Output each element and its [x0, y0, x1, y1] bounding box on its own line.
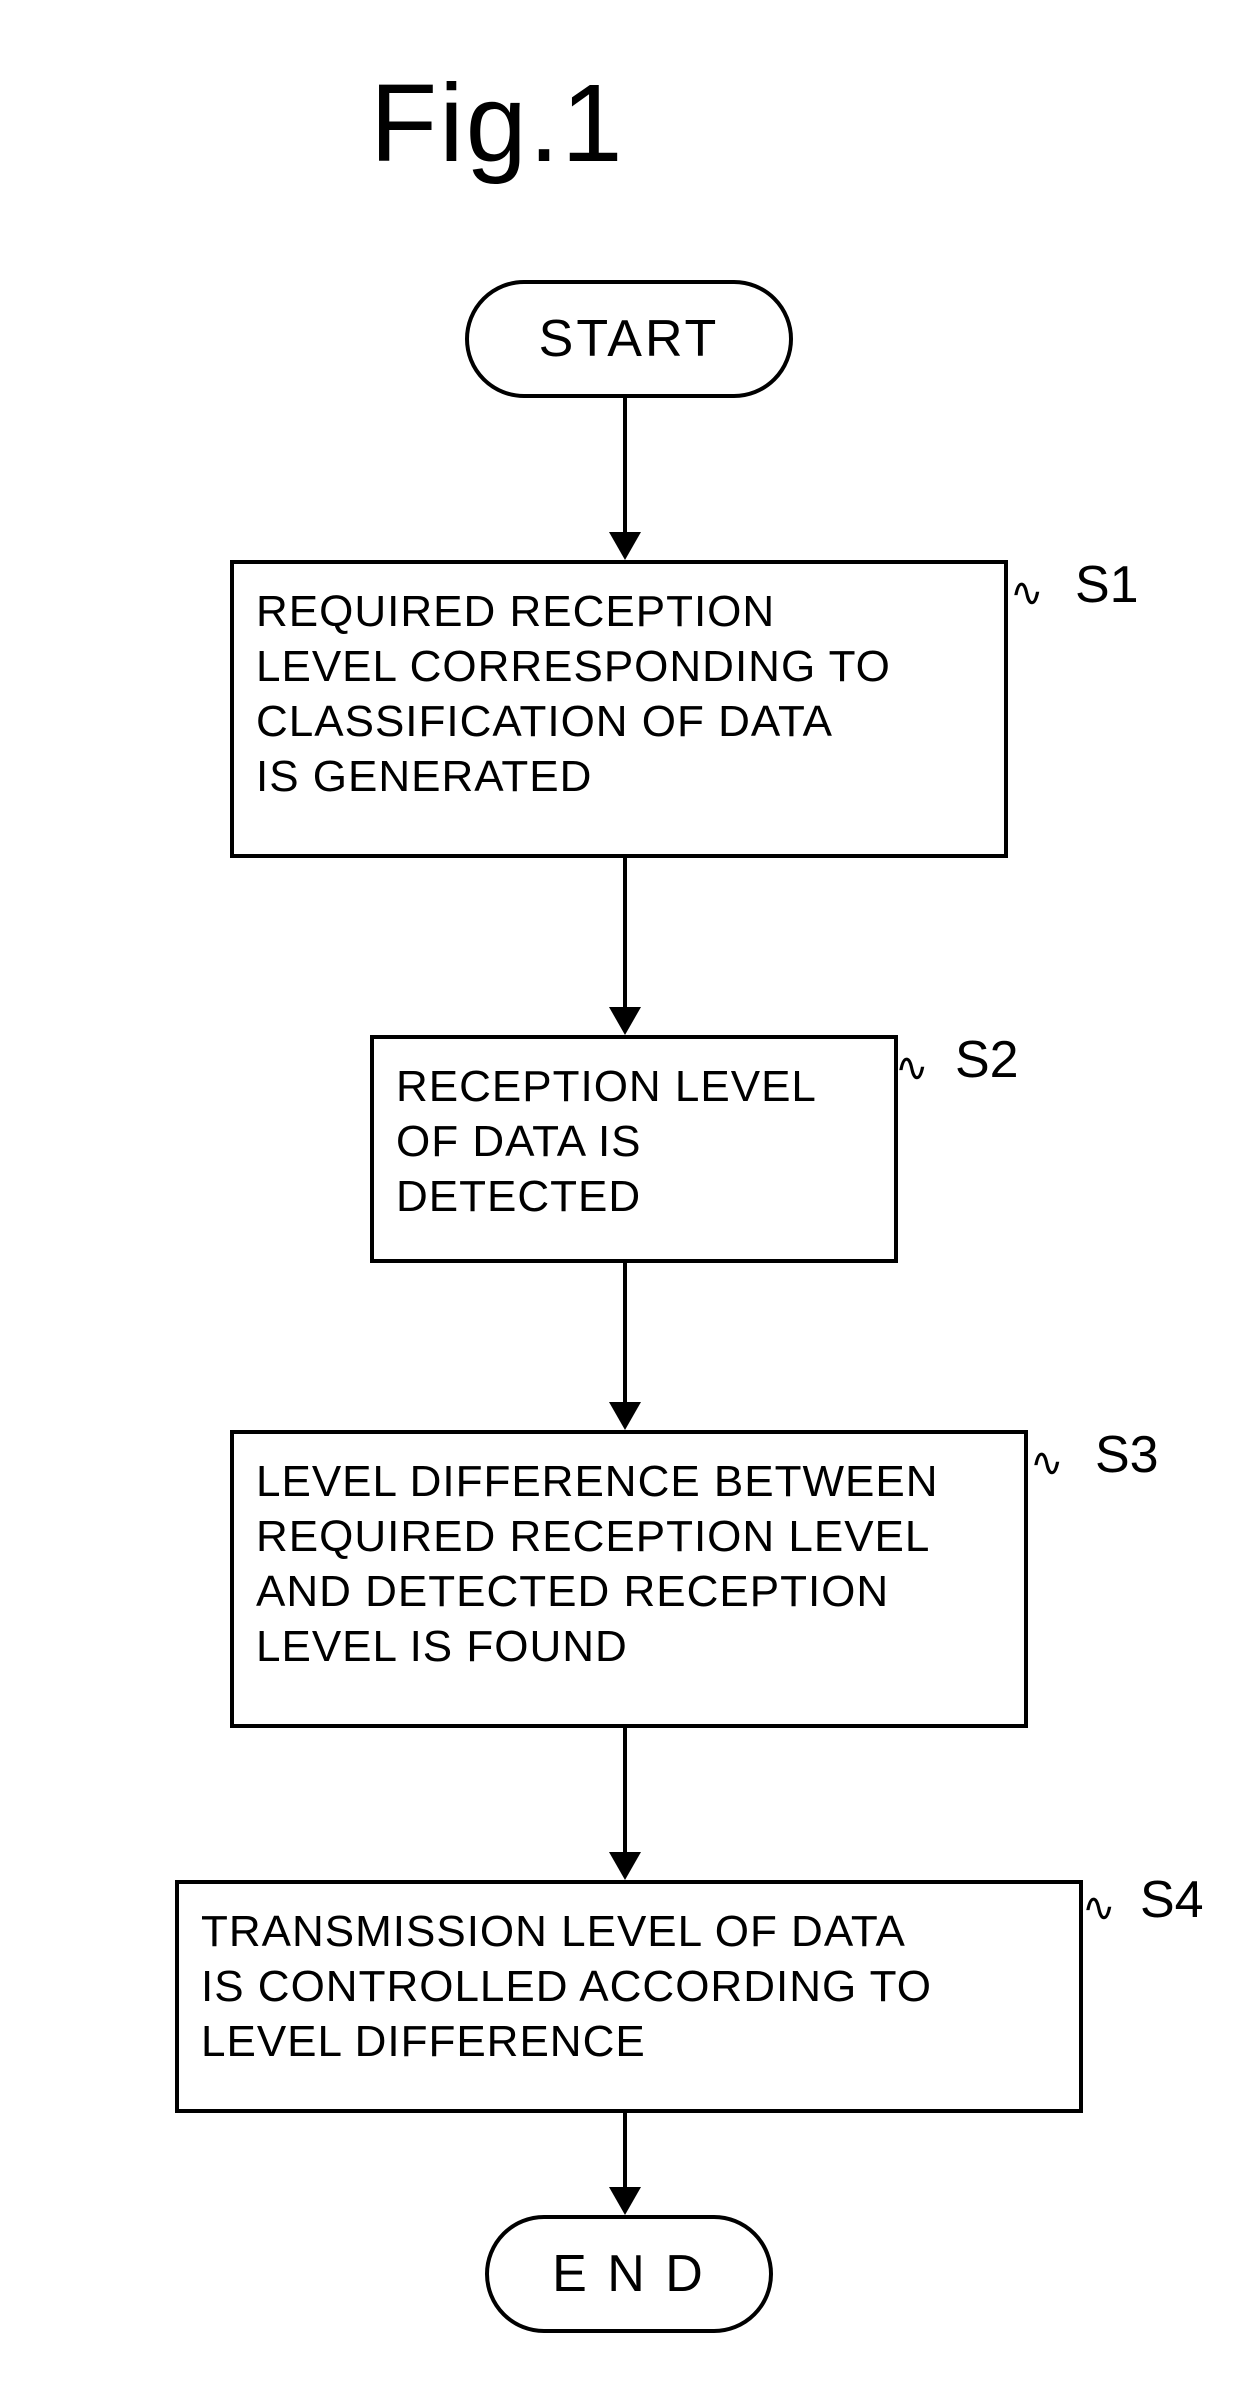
process-s4: TRANSMISSION LEVEL OF DATA IS CONTROLLED…	[175, 1880, 1083, 2113]
label-tick-s2: ∿	[895, 1045, 929, 1091]
label-tick-s3: ∿	[1030, 1440, 1064, 1486]
process-s4-line2: IS CONTROLLED ACCORDING TO	[201, 1962, 932, 2011]
label-tick-s4: ∿	[1082, 1885, 1116, 1931]
start-terminator: START	[465, 280, 793, 398]
step-label-s3: S3	[1095, 1425, 1159, 1485]
arrow-line	[623, 394, 627, 532]
process-s1-line4: IS GENERATED	[256, 752, 592, 801]
process-s3: LEVEL DIFFERENCE BETWEEN REQUIRED RECEPT…	[230, 1430, 1028, 1728]
step-label-s4: S4	[1140, 1870, 1204, 1930]
end-terminator: E N D	[485, 2215, 773, 2333]
process-s1-line2: LEVEL CORRESPONDING TO	[256, 642, 891, 691]
process-s3-line3: AND DETECTED RECEPTION	[256, 1567, 889, 1616]
step-label-s1: S1	[1075, 555, 1139, 615]
figure-title: Fig.1	[370, 60, 625, 187]
arrow-head	[609, 1007, 641, 1035]
flowchart-canvas: Fig.1 START REQUIRED RECEPTION LEVEL COR…	[0, 0, 1250, 2400]
arrow-line	[623, 1724, 627, 1852]
arrow-line	[623, 854, 627, 1007]
process-s3-line4: LEVEL IS FOUND	[256, 1622, 628, 1671]
start-label: START	[539, 309, 720, 369]
arrow-head	[609, 1402, 641, 1430]
process-s2: RECEPTION LEVEL OF DATA IS DETECTED	[370, 1035, 898, 1263]
process-s2-line1: RECEPTION LEVEL	[396, 1062, 817, 1111]
arrow-head	[609, 532, 641, 560]
arrow-line	[623, 1259, 627, 1402]
process-s1: REQUIRED RECEPTION LEVEL CORRESPONDING T…	[230, 560, 1008, 858]
process-s1-line3: CLASSIFICATION OF DATA	[256, 697, 833, 746]
process-s2-line2: OF DATA IS	[396, 1117, 642, 1166]
process-s4-line3: LEVEL DIFFERENCE	[201, 2017, 646, 2066]
end-label: E N D	[552, 2244, 706, 2304]
arrow-line	[623, 2109, 627, 2187]
process-s2-line3: DETECTED	[396, 1172, 641, 1221]
arrow-head	[609, 1852, 641, 1880]
process-s3-line2: REQUIRED RECEPTION LEVEL	[256, 1512, 930, 1561]
process-s1-line1: REQUIRED RECEPTION	[256, 587, 775, 636]
label-tick-s1: ∿	[1010, 570, 1044, 616]
arrow-head	[609, 2187, 641, 2215]
step-label-s2: S2	[955, 1030, 1019, 1090]
process-s3-line1: LEVEL DIFFERENCE BETWEEN	[256, 1457, 939, 1506]
process-s4-line1: TRANSMISSION LEVEL OF DATA	[201, 1907, 906, 1956]
